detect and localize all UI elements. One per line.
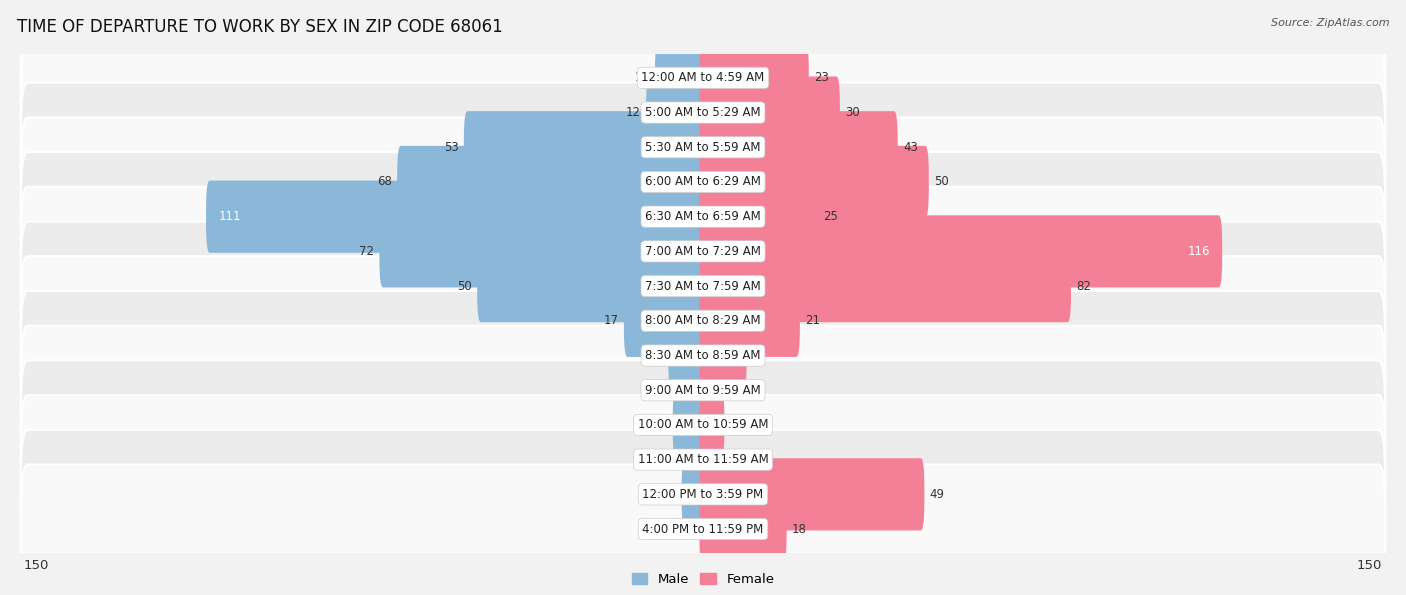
Text: 21: 21	[806, 314, 820, 327]
Text: 0: 0	[686, 522, 695, 536]
Text: 12: 12	[626, 106, 641, 119]
Text: 8:30 AM to 8:59 AM: 8:30 AM to 8:59 AM	[645, 349, 761, 362]
Text: 0: 0	[711, 384, 720, 397]
Text: 72: 72	[359, 245, 374, 258]
FancyBboxPatch shape	[21, 152, 1385, 281]
FancyBboxPatch shape	[682, 458, 707, 531]
Text: 7:00 AM to 7:29 AM: 7:00 AM to 7:29 AM	[645, 245, 761, 258]
Text: 7:30 AM to 7:59 AM: 7:30 AM to 7:59 AM	[645, 280, 761, 293]
Text: 49: 49	[929, 488, 945, 501]
FancyBboxPatch shape	[21, 187, 1385, 316]
Text: 3: 3	[725, 453, 733, 466]
FancyBboxPatch shape	[21, 256, 1385, 386]
Text: 9:00 AM to 9:59 AM: 9:00 AM to 9:59 AM	[645, 384, 761, 397]
Legend: Male, Female: Male, Female	[626, 568, 780, 592]
FancyBboxPatch shape	[655, 42, 707, 114]
Text: 30: 30	[845, 106, 860, 119]
FancyBboxPatch shape	[647, 76, 707, 149]
FancyBboxPatch shape	[699, 146, 929, 218]
Text: 7: 7	[655, 349, 664, 362]
Text: 1: 1	[682, 453, 690, 466]
Text: 4:00 PM to 11:59 PM: 4:00 PM to 11:59 PM	[643, 522, 763, 536]
FancyBboxPatch shape	[699, 76, 839, 149]
FancyBboxPatch shape	[477, 250, 707, 322]
FancyBboxPatch shape	[624, 284, 707, 357]
FancyBboxPatch shape	[21, 13, 1385, 142]
Text: TIME OF DEPARTURE TO WORK BY SEX IN ZIP CODE 68061: TIME OF DEPARTURE TO WORK BY SEX IN ZIP …	[17, 18, 502, 36]
FancyBboxPatch shape	[699, 493, 786, 565]
Text: 10:00 AM to 10:59 AM: 10:00 AM to 10:59 AM	[638, 418, 768, 431]
FancyBboxPatch shape	[207, 180, 707, 253]
Text: 43: 43	[903, 141, 918, 154]
Text: 4: 4	[730, 418, 737, 431]
FancyBboxPatch shape	[464, 111, 707, 183]
Text: 6: 6	[659, 418, 668, 431]
FancyBboxPatch shape	[21, 83, 1385, 212]
FancyBboxPatch shape	[21, 117, 1385, 246]
FancyBboxPatch shape	[699, 250, 1071, 322]
Text: 6:00 AM to 6:29 AM: 6:00 AM to 6:29 AM	[645, 176, 761, 189]
FancyBboxPatch shape	[699, 42, 808, 114]
FancyBboxPatch shape	[21, 221, 1385, 350]
FancyBboxPatch shape	[699, 180, 818, 253]
FancyBboxPatch shape	[21, 291, 1385, 420]
Text: 10: 10	[634, 71, 650, 84]
Text: 5: 5	[665, 384, 672, 397]
FancyBboxPatch shape	[699, 320, 747, 392]
FancyBboxPatch shape	[699, 458, 924, 531]
Text: 116: 116	[1187, 245, 1209, 258]
Text: 5:00 AM to 5:29 AM: 5:00 AM to 5:29 AM	[645, 106, 761, 119]
Text: 53: 53	[444, 141, 458, 154]
Text: 4: 4	[669, 488, 676, 501]
Text: 25: 25	[823, 210, 838, 223]
Text: 50: 50	[457, 280, 472, 293]
FancyBboxPatch shape	[398, 146, 707, 218]
FancyBboxPatch shape	[699, 284, 800, 357]
Text: 17: 17	[603, 314, 619, 327]
FancyBboxPatch shape	[21, 325, 1385, 455]
Text: 111: 111	[218, 210, 240, 223]
Text: 8:00 AM to 8:29 AM: 8:00 AM to 8:29 AM	[645, 314, 761, 327]
FancyBboxPatch shape	[699, 215, 1222, 287]
Text: 12:00 AM to 4:59 AM: 12:00 AM to 4:59 AM	[641, 71, 765, 84]
FancyBboxPatch shape	[21, 48, 1385, 177]
FancyBboxPatch shape	[699, 111, 897, 183]
Text: 68: 68	[377, 176, 392, 189]
FancyBboxPatch shape	[673, 389, 707, 461]
Text: 23: 23	[814, 71, 830, 84]
Text: 50: 50	[934, 176, 949, 189]
FancyBboxPatch shape	[21, 465, 1385, 594]
FancyBboxPatch shape	[380, 215, 707, 287]
Text: 18: 18	[792, 522, 807, 536]
Text: 6:30 AM to 6:59 AM: 6:30 AM to 6:59 AM	[645, 210, 761, 223]
FancyBboxPatch shape	[699, 424, 720, 496]
FancyBboxPatch shape	[668, 320, 707, 392]
FancyBboxPatch shape	[678, 354, 707, 426]
FancyBboxPatch shape	[695, 424, 707, 496]
Text: 9: 9	[752, 349, 759, 362]
FancyBboxPatch shape	[699, 389, 724, 461]
Text: 11:00 AM to 11:59 AM: 11:00 AM to 11:59 AM	[638, 453, 768, 466]
FancyBboxPatch shape	[21, 430, 1385, 559]
Text: 12:00 PM to 3:59 PM: 12:00 PM to 3:59 PM	[643, 488, 763, 501]
Text: 5:30 AM to 5:59 AM: 5:30 AM to 5:59 AM	[645, 141, 761, 154]
FancyBboxPatch shape	[21, 361, 1385, 490]
Text: Source: ZipAtlas.com: Source: ZipAtlas.com	[1271, 18, 1389, 28]
FancyBboxPatch shape	[21, 395, 1385, 524]
Text: 82: 82	[1077, 280, 1091, 293]
